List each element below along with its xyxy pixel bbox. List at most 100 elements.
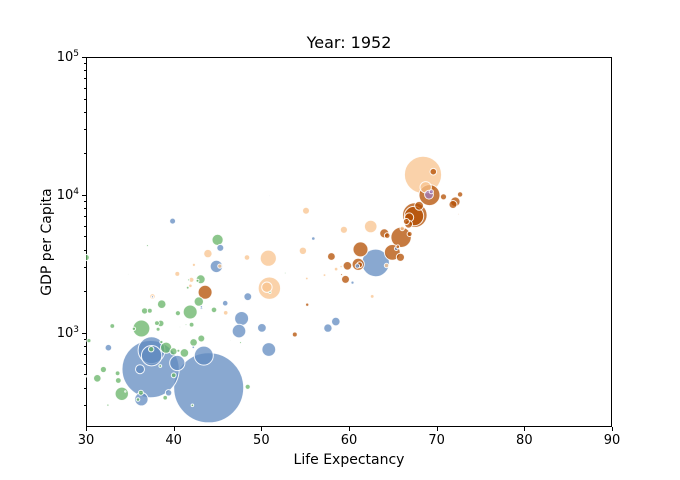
x-axis-label: Life Expectancy bbox=[293, 452, 405, 468]
bubble-korea-rep- bbox=[231, 323, 247, 339]
bubble-tanzania bbox=[179, 348, 190, 358]
x-tick-label: 50 bbox=[253, 433, 270, 448]
chart-title: Year: 1952 bbox=[306, 33, 392, 52]
x-tick-label: 70 bbox=[428, 433, 445, 448]
bubble-sri-lanka bbox=[323, 323, 333, 333]
bubble-saudi-arabia bbox=[169, 217, 177, 225]
bubble-philippines bbox=[234, 311, 250, 326]
bubble-cuba bbox=[339, 225, 348, 234]
bubble-peru bbox=[203, 248, 213, 259]
bubble-burkina-faso bbox=[99, 365, 107, 374]
bubble-jordan bbox=[199, 305, 204, 309]
bubble-mongolia bbox=[191, 345, 196, 350]
y-minor-tick bbox=[84, 374, 86, 376]
bubble-south-africa bbox=[211, 233, 224, 246]
bubble-tunisia bbox=[210, 306, 218, 314]
bubble-pakistan bbox=[193, 345, 214, 366]
bubble-mozambique bbox=[93, 374, 102, 383]
bubble-dominican-republic bbox=[222, 310, 229, 316]
bubble-guinea bbox=[114, 370, 121, 377]
bubble-albania bbox=[305, 302, 310, 307]
y-tick bbox=[82, 194, 86, 196]
bubble-lesotho bbox=[190, 403, 195, 408]
bubble-bulgaria bbox=[341, 274, 350, 284]
bubble-thailand bbox=[261, 342, 277, 357]
y-axis-label: GDP per Capita bbox=[39, 188, 55, 296]
bubble-norway bbox=[456, 191, 464, 198]
y-minor-tick bbox=[84, 225, 86, 227]
bubble-slovak-republic bbox=[383, 232, 391, 239]
y-minor-tick bbox=[84, 208, 86, 210]
bubble-yemen-rep- bbox=[104, 343, 113, 352]
bubble-swaziland bbox=[184, 323, 188, 327]
bubble-benin bbox=[155, 326, 161, 332]
y-tick bbox=[82, 332, 86, 334]
bubble-malaysia bbox=[243, 292, 253, 302]
x-tick bbox=[612, 427, 613, 431]
bubble-malawi bbox=[137, 389, 144, 396]
bubble-syria bbox=[221, 299, 229, 307]
x-tick bbox=[524, 427, 526, 431]
y-minor-tick bbox=[84, 87, 86, 89]
bubble-iceland bbox=[457, 213, 460, 216]
bubble-ghana bbox=[197, 334, 206, 343]
bubble-zimbabwe bbox=[244, 383, 251, 390]
y-minor-tick bbox=[84, 249, 86, 251]
bubble-liberia bbox=[158, 364, 163, 368]
y-minor-tick bbox=[84, 405, 86, 407]
y-minor-tick bbox=[84, 346, 86, 348]
bubble-venezuela bbox=[302, 206, 310, 215]
bubble-iran bbox=[209, 259, 224, 274]
bubble-trinidad-and-tobago bbox=[339, 264, 343, 269]
bubble-lebanon bbox=[311, 236, 316, 241]
bubble-iraq bbox=[216, 243, 225, 252]
bubble-greece bbox=[395, 252, 405, 262]
bubble-reunion bbox=[283, 271, 287, 275]
bubble-paraguay bbox=[369, 294, 375, 299]
bubble-eritrea bbox=[135, 397, 141, 402]
bubble-jamaica bbox=[333, 266, 339, 272]
bubble-finland bbox=[402, 218, 410, 225]
bubble-zambia bbox=[188, 321, 195, 328]
bubble-chad bbox=[154, 320, 160, 327]
bubble-costa-rica bbox=[322, 273, 327, 278]
bubble-puerto-rico bbox=[383, 262, 390, 269]
bubble-taiwan bbox=[331, 316, 341, 327]
bubble-bangladesh bbox=[140, 345, 163, 367]
bubble-colombia bbox=[261, 281, 273, 293]
bubble-argentina bbox=[363, 219, 378, 234]
y-tick-label: 103 bbox=[56, 324, 79, 342]
bubble-belgium bbox=[414, 200, 425, 211]
bubble-niger bbox=[147, 346, 155, 353]
y-minor-tick bbox=[84, 129, 86, 131]
y-minor-tick bbox=[84, 363, 86, 365]
bubble-uruguay bbox=[399, 225, 405, 232]
bubble-mauritius bbox=[268, 290, 272, 294]
bubble-bosnia-and-herzegovina bbox=[291, 331, 298, 338]
bubble-hong-kong-china bbox=[354, 263, 361, 269]
bubble-panama bbox=[304, 276, 309, 281]
bubble-rwanda bbox=[170, 372, 177, 379]
bubble-vietnam bbox=[169, 354, 186, 372]
bubble-serbia bbox=[327, 252, 336, 261]
x-tick-label: 30 bbox=[77, 433, 95, 448]
bubble-guinea-bissau bbox=[106, 403, 110, 407]
bubble-namibia bbox=[187, 278, 191, 282]
y-minor-tick bbox=[84, 216, 86, 218]
bubble-comoros bbox=[178, 325, 182, 329]
y-minor-tick bbox=[84, 70, 86, 72]
bubble-layer bbox=[86, 155, 464, 424]
bubble-gambia bbox=[86, 375, 88, 378]
bubble-nicaragua bbox=[191, 262, 197, 267]
bubble-ethiopia bbox=[114, 386, 129, 401]
bubble-chile bbox=[298, 246, 308, 256]
bubble-somalia bbox=[109, 323, 116, 329]
bubble-djibouti bbox=[127, 273, 130, 276]
bubble-oman bbox=[150, 295, 155, 299]
y-tick-label: 105 bbox=[56, 48, 79, 66]
x-tick bbox=[86, 427, 87, 431]
y-tick bbox=[82, 57, 86, 58]
bubble-denmark bbox=[439, 193, 448, 201]
bubble-nepal bbox=[135, 364, 145, 375]
